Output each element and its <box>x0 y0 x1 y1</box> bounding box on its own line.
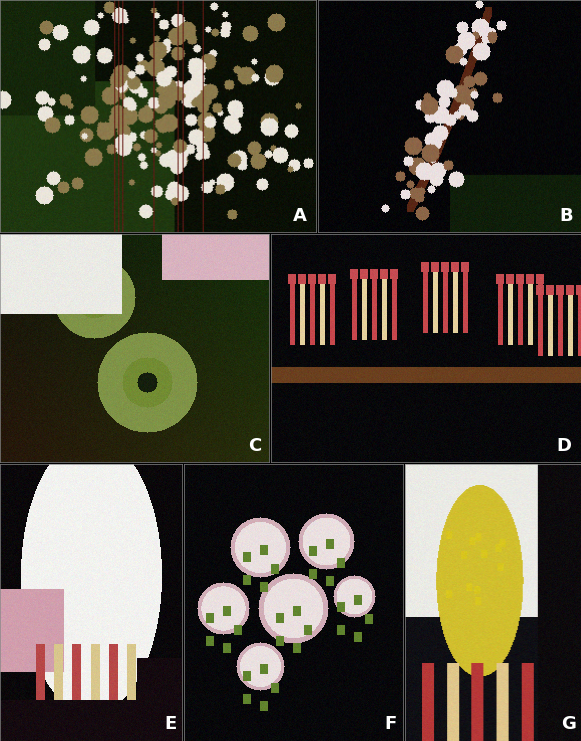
Text: B: B <box>560 207 573 225</box>
Text: A: A <box>293 207 307 225</box>
Text: C: C <box>248 437 261 455</box>
Text: D: D <box>557 437 572 455</box>
Text: E: E <box>164 714 177 733</box>
Text: F: F <box>384 714 396 733</box>
Text: G: G <box>561 714 576 733</box>
